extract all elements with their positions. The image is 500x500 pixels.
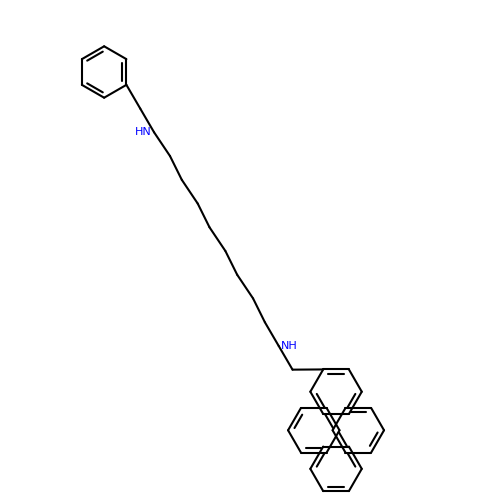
Text: HN: HN (135, 128, 152, 138)
Text: NH: NH (281, 341, 298, 351)
